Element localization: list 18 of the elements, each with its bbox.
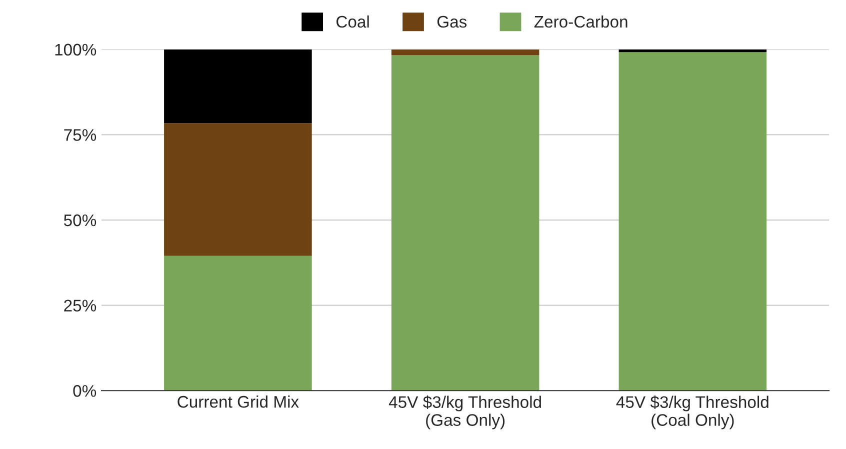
y-tick-label: 25%: [64, 300, 96, 312]
y-tick-label: 50%: [64, 214, 96, 226]
bar: [164, 123, 312, 256]
legend-label: Zero-Carbon: [534, 15, 628, 28]
legend-label: Coal: [336, 15, 369, 28]
y-tick-label: 100%: [55, 44, 96, 56]
bar: [618, 52, 767, 391]
legend-label: Gas: [437, 16, 467, 28]
x-tick-label: Current Grid Mix: [178, 395, 299, 408]
bar: [164, 49, 312, 124]
bar: [391, 55, 540, 391]
bar: [164, 256, 312, 391]
x-tick-label: 45V $3/kg Threshold (Coal Only): [616, 395, 768, 430]
bar: [391, 49, 540, 56]
y-tick-label: 75%: [64, 129, 96, 141]
bar: [618, 49, 767, 52]
x-tick-label: 45V $3/kg Threshold (Gas Only): [388, 395, 541, 430]
y-tick-label: 0%: [73, 385, 96, 397]
